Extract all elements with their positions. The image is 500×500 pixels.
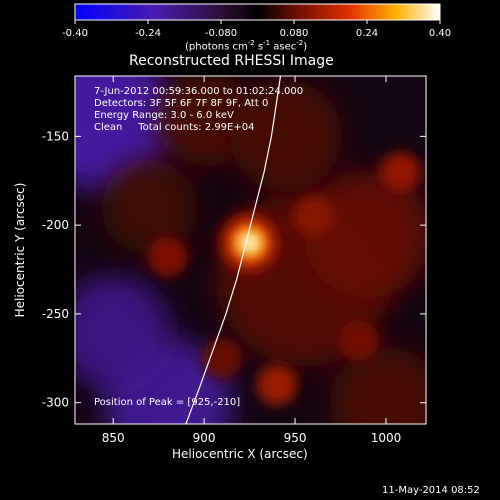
secondary-source <box>202 338 243 379</box>
annotation-clean: Clean Total counts: 2.99E+04 <box>94 122 255 133</box>
units-exp-1: -2 <box>247 39 255 47</box>
colorbar-tick-label: 0.40 <box>429 28 451 39</box>
annotation-detectors: Detectors: 3F 5F 6F 7F 8F 9F, Att 0 <box>94 98 269 109</box>
secondary-source <box>338 320 379 361</box>
background-emission <box>101 159 198 256</box>
units-exp-3: -2 <box>296 39 304 47</box>
colorbar-tick-label: -0.40 <box>62 28 88 39</box>
background-emission <box>303 170 426 299</box>
y-tick-label: -150 <box>42 129 69 143</box>
background-emission <box>75 275 170 388</box>
peak-source <box>245 238 254 247</box>
units-end: asec <box>270 41 297 53</box>
heatmap-area <box>75 76 426 424</box>
units-exp-2: -1 <box>263 39 271 47</box>
units-mid: s <box>254 41 264 53</box>
colorbar-tick-label: 0.080 <box>280 28 309 39</box>
solar-limb-curve <box>185 76 282 424</box>
x-tick-label: 900 <box>193 431 216 445</box>
axis-ticks: 850 900 950 1000 -150 -200 -250 -300 <box>42 76 426 445</box>
annotation-peak-position: Position of Peak = [925,-210] <box>94 397 241 408</box>
colorbar-tick-label: -0.24 <box>135 28 161 39</box>
y-axis-label: Heliocentric Y (arcsec) <box>13 182 27 318</box>
x-tick-label: 950 <box>284 431 307 445</box>
secondary-source <box>380 151 421 192</box>
x-tick-label: 850 <box>102 431 125 445</box>
secondary-source <box>256 364 297 405</box>
secondary-source <box>293 196 334 237</box>
y-tick-label: -300 <box>42 396 69 410</box>
colorbar <box>74 3 441 21</box>
units-text: (photons cm <box>185 41 248 53</box>
colorbar-tick-label: -0.080 <box>205 28 237 39</box>
plot-frame <box>74 75 427 425</box>
background-emission <box>229 80 342 193</box>
background-emission <box>330 346 426 424</box>
chart-title: Reconstructed RHESSI Image <box>129 53 334 69</box>
footer-timestamp: 11-May-2014 08:52 <box>382 485 480 496</box>
x-tick-label: 1000 <box>371 431 402 445</box>
colorbar-units-label: (photons cm-2 s-1 asec-2) <box>185 39 307 52</box>
colorbar-ticks: -0.40 -0.24 -0.080 0.080 0.24 0.40 <box>62 20 451 39</box>
x-axis-label: Heliocentric X (arcsec) <box>172 447 308 461</box>
units-close: ) <box>303 41 308 53</box>
colorbar-tick-label: 0.24 <box>356 28 378 39</box>
annotation-time: 7-Jun-2012 00:59:36.000 to 01:02:24.000 <box>94 86 304 97</box>
annotation-energy: Energy Range: 3.0 - 6.0 keV <box>94 110 234 121</box>
y-tick-label: -200 <box>42 218 69 232</box>
secondary-source <box>147 237 188 278</box>
y-tick-label: -250 <box>42 307 69 321</box>
background-emission <box>156 76 253 167</box>
